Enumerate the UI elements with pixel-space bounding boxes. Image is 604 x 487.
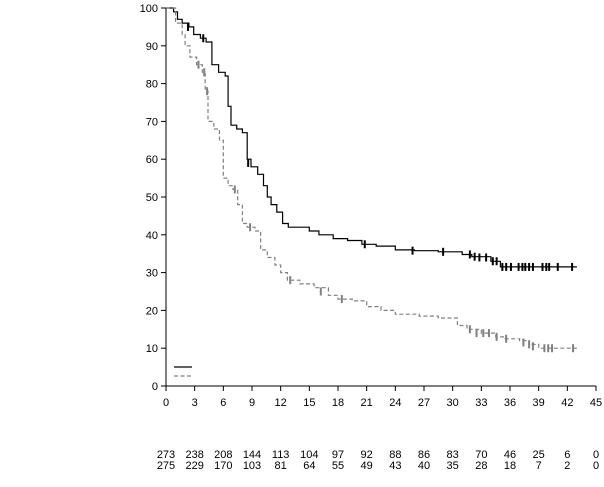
at-risk-count: 229 xyxy=(185,460,203,472)
at-risk-count: 273 xyxy=(157,449,175,461)
at-risk-count: 35 xyxy=(447,460,459,472)
x-tick-label: 39 xyxy=(533,397,545,409)
legend xyxy=(174,366,192,377)
at-risk-count: 2 xyxy=(564,460,570,472)
at-risk-count: 28 xyxy=(475,460,487,472)
x-tick-label: 15 xyxy=(303,397,315,409)
y-tick-label: 100 xyxy=(140,3,158,15)
x-tick-label: 0 xyxy=(163,397,169,409)
at-risk-count: 18 xyxy=(504,460,516,472)
at-risk-count: 49 xyxy=(361,460,373,472)
at-risk-count: 81 xyxy=(275,460,287,472)
y-tick-label: 40 xyxy=(146,230,158,242)
at-risk-count: 275 xyxy=(157,460,175,472)
at-risk-count: 83 xyxy=(447,449,459,461)
at-risk-count: 7 xyxy=(536,460,542,472)
x-tick-label: 18 xyxy=(332,397,344,409)
at-risk-count: 64 xyxy=(303,460,315,472)
y-tick-label: 80 xyxy=(146,79,158,91)
at-risk-count: 0 xyxy=(593,449,599,461)
at-risk-count: 170 xyxy=(214,460,232,472)
at-risk-count: 103 xyxy=(243,460,261,472)
at-risk-count: 40 xyxy=(418,460,430,472)
at-risk-count: 86 xyxy=(418,449,430,461)
at-risk-count: 144 xyxy=(243,449,261,461)
at-risk-count: 208 xyxy=(214,449,232,461)
at-risk-count: 88 xyxy=(389,449,401,461)
at-risk-count: 46 xyxy=(504,449,516,461)
x-tick-label: 27 xyxy=(418,397,430,409)
at-risk-count: 92 xyxy=(361,449,373,461)
x-tick-label: 21 xyxy=(361,397,373,409)
y-tick-label: 0 xyxy=(152,381,158,393)
at-risk-count: 104 xyxy=(300,449,318,461)
at-risk-count: 6 xyxy=(564,449,570,461)
x-tick-label: 9 xyxy=(249,397,255,409)
x-tick-label: 33 xyxy=(475,397,487,409)
x-tick-label: 42 xyxy=(561,397,573,409)
at-risk-count: 97 xyxy=(332,449,344,461)
y-tick-label: 70 xyxy=(146,116,158,128)
y-tick-label: 60 xyxy=(146,154,158,166)
series-line-1 xyxy=(166,7,577,268)
y-tick-label: 50 xyxy=(146,192,158,204)
x-tick-label: 6 xyxy=(220,397,226,409)
at-risk-count: 43 xyxy=(389,460,401,472)
y-tick-label: 20 xyxy=(146,305,158,317)
at-risk-count: 70 xyxy=(475,449,487,461)
y-tick-label: 90 xyxy=(146,41,158,53)
y-tick-label: 10 xyxy=(146,343,158,355)
x-tick-label: 36 xyxy=(504,397,516,409)
at-risk-count: 25 xyxy=(533,449,545,461)
at-risk-count: 0 xyxy=(593,460,599,472)
x-tick-label: 45 xyxy=(590,397,602,409)
x-tick-label: 3 xyxy=(192,397,198,409)
at-risk-count: 55 xyxy=(332,460,344,472)
x-tick-label: 24 xyxy=(389,397,401,409)
x-tick-label: 12 xyxy=(275,397,287,409)
series-line-2 xyxy=(166,7,577,349)
at-risk-count: 238 xyxy=(185,449,203,461)
at-risk-count: 113 xyxy=(272,449,290,461)
series-layer xyxy=(166,7,577,353)
y-tick-label: 30 xyxy=(146,268,158,280)
x-tick-label: 30 xyxy=(447,397,459,409)
